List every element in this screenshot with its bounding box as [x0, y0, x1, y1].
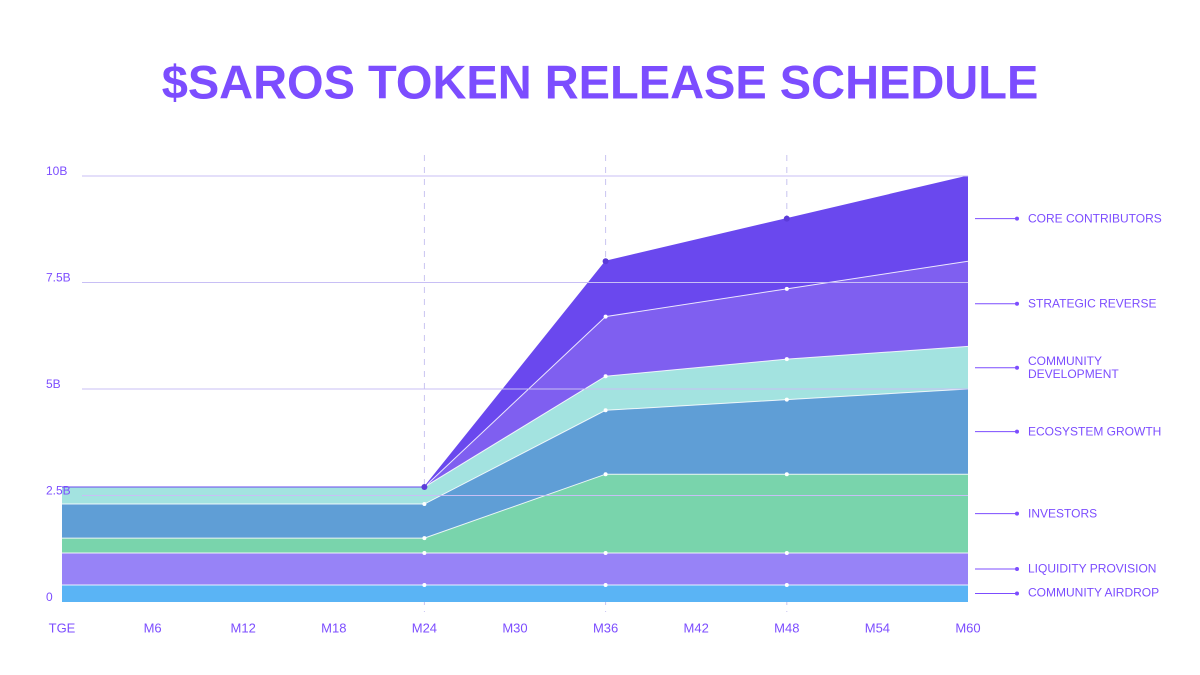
legend-label: INVESTORS: [1028, 506, 1098, 521]
point: [422, 551, 427, 556]
legend-label: LIQUIDITY PROVISION: [1028, 561, 1157, 576]
point: [784, 357, 789, 362]
legend-dot: [1015, 591, 1019, 596]
point: [603, 472, 608, 477]
legend-label: COMMUNITY AIRDROP: [1028, 585, 1160, 600]
point: [603, 551, 608, 556]
area: [62, 346, 968, 505]
point: [603, 408, 608, 413]
x-tick-label: M24: [412, 620, 437, 635]
point: [422, 502, 427, 507]
legend-dot: [1015, 216, 1019, 221]
x-tick-label: M48: [774, 620, 799, 635]
y-tick-label: 0: [46, 590, 53, 604]
x-tick-label: M42: [684, 620, 709, 635]
legend-dot: [1015, 566, 1019, 571]
legend-dot: [1015, 301, 1019, 306]
point: [422, 582, 427, 587]
area: [62, 584, 968, 602]
legend-label: COMMUNITY DEVELOPMENT: [1028, 353, 1119, 381]
area: [62, 553, 968, 585]
area: [62, 261, 968, 487]
point: [603, 582, 608, 587]
legend-dot: [1015, 511, 1019, 516]
x-tick-label: M6: [144, 620, 162, 635]
y-tick-label: 10B: [46, 164, 67, 178]
legend-label: ECOSYSTEM GROWTH: [1028, 424, 1162, 439]
x-tick-label: M30: [502, 620, 527, 635]
y-tick-label: 7.5B: [46, 271, 71, 285]
point: [603, 374, 608, 379]
point: [421, 483, 428, 490]
point: [784, 397, 789, 402]
x-tick-label: M18: [321, 620, 346, 635]
x-tick-label: M60: [955, 620, 980, 635]
point: [603, 314, 608, 319]
x-tick-label: M12: [231, 620, 256, 635]
point: [783, 215, 790, 222]
point: [784, 582, 789, 587]
y-tick-label: 5B: [46, 377, 61, 391]
point: [784, 472, 789, 477]
y-tick-label: 2.5B: [46, 484, 71, 498]
point: [784, 286, 789, 291]
legend-label: CORE CONTRIBUTORS: [1028, 211, 1162, 226]
point: [602, 258, 609, 265]
area: [62, 474, 968, 554]
area: [62, 176, 968, 487]
chart-title: $SAROS TOKEN RELEASE SCHEDULE: [162, 55, 1039, 108]
x-tick-label: M36: [593, 620, 618, 635]
point: [784, 551, 789, 556]
point: [422, 536, 427, 541]
x-tick-label: M54: [865, 620, 890, 635]
legend-label: STRATEGIC REVERSE: [1028, 296, 1157, 311]
x-tick-label: TGE: [49, 620, 76, 635]
area: [62, 389, 968, 539]
legend-dot: [1015, 365, 1019, 370]
legend-dot: [1015, 429, 1019, 434]
